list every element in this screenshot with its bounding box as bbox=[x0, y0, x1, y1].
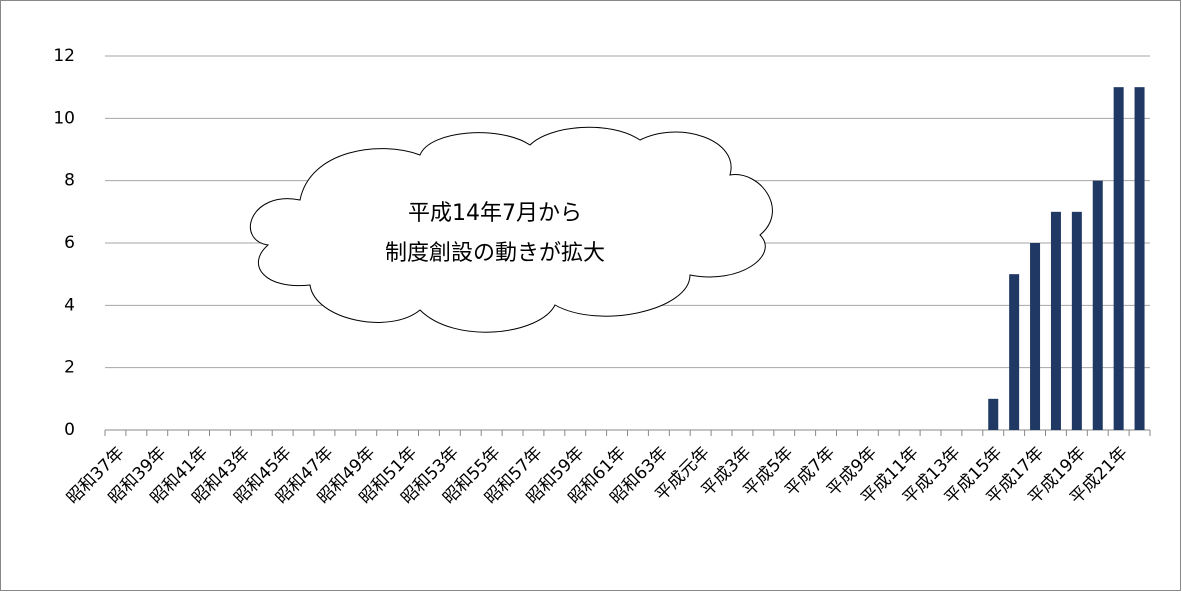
annotation: 制度創設の動きが拡大 bbox=[385, 241, 605, 266]
bar bbox=[1030, 243, 1041, 430]
bar bbox=[1134, 87, 1145, 431]
bar bbox=[1009, 274, 1020, 430]
y-tick-label: 4 bbox=[64, 295, 75, 315]
bar bbox=[1050, 211, 1061, 430]
bar bbox=[1092, 180, 1103, 430]
y-tick-label: 12 bbox=[53, 46, 75, 66]
y-tick-label: 8 bbox=[64, 171, 75, 191]
y-tick-label: 0 bbox=[64, 420, 75, 440]
y-tick-label: 10 bbox=[53, 108, 75, 128]
cloud bbox=[250, 126, 773, 333]
bar bbox=[1071, 211, 1082, 430]
annotation: 平成14年7月から bbox=[408, 201, 582, 226]
bar bbox=[988, 398, 999, 430]
bar bbox=[1113, 87, 1124, 431]
y-tick-label: 6 bbox=[64, 233, 75, 253]
y-tick-label: 2 bbox=[64, 358, 75, 378]
